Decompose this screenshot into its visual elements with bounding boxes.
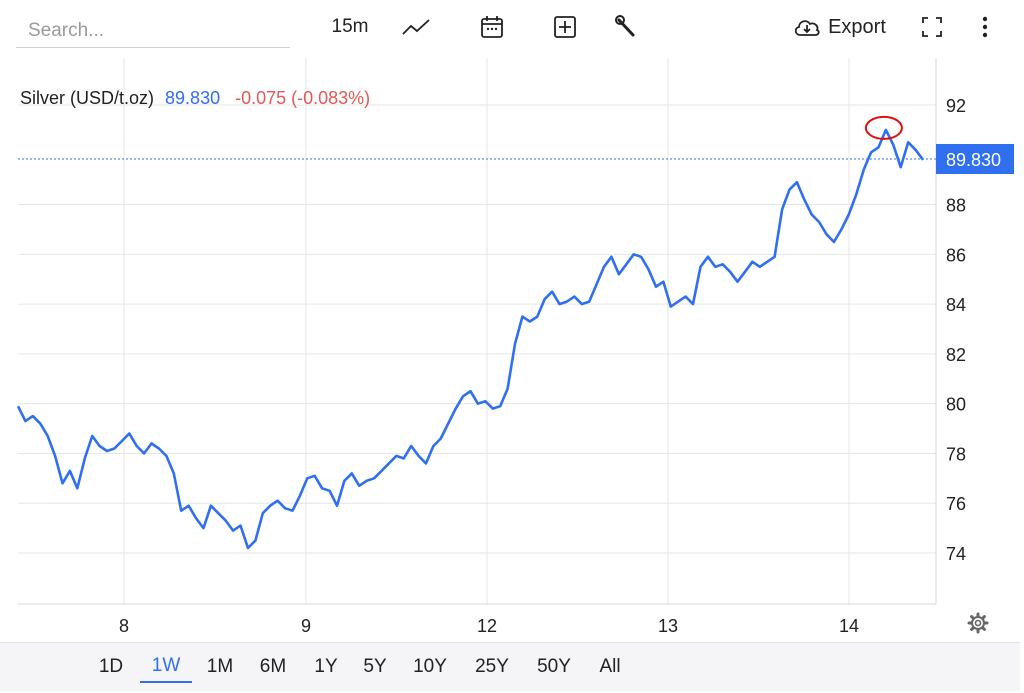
range-button-1y[interactable]: 1Y [314,656,338,677]
range-button-5y[interactable]: 5Y [363,656,387,677]
range-button-50y[interactable]: 50Y [537,656,571,677]
y-tick-label: 92 [946,96,966,116]
y-tick-label: 88 [946,196,966,216]
y-tick-label: 76 [946,494,966,514]
price-label: 89.830 [946,150,1001,170]
legend-change: -0.075 (-0.083%) [235,88,370,108]
y-tick-label: 78 [946,444,966,464]
range-selector: 1D 1W 1M 6M 1Y 5Y 10Y 25Y 50Y All [0,642,1020,691]
y-tick-label: 84 [946,295,966,315]
x-tick-label: 13 [658,616,678,636]
price-chart[interactable]: 74 76 78 80 82 84 86 88 92 8 9 12 13 14 89.830 Silve… [0,54,1024,642]
chart-area[interactable]: 74 76 78 80 82 84 86 88 92 8 9 12 13 14 89.830 Silve… [0,54,1024,642]
y-tick-label: 80 [946,395,966,415]
range-button-1m[interactable]: 1M [206,656,234,677]
wrench-icon[interactable] [610,10,642,44]
range-button-6m[interactable]: 6M [259,656,287,677]
range-button-10y[interactable]: 10Y [413,656,447,677]
interval-button[interactable]: 15m [331,16,369,37]
legend-price: 89.830 [165,88,220,108]
calendar-icon[interactable] [476,10,508,44]
toolbar: 15m Export [0,0,1024,54]
cloud-download-icon [794,20,820,36]
x-tick-label: 12 [477,616,497,636]
range-button-25y[interactable]: 25Y [475,656,509,677]
y-tick-label: 82 [946,345,966,365]
line-chart-icon[interactable] [400,10,432,44]
search-input[interactable] [16,14,290,48]
range-button-1w[interactable]: 1W [140,651,192,683]
legend: Silver (USD/t.oz) 89.830 -0.075 (-0.083%… [20,88,370,108]
settings-icon[interactable] [967,612,989,634]
fullscreen-icon[interactable] [916,10,948,44]
x-tick-label: 14 [839,616,859,636]
range-button-all[interactable]: All [599,656,621,677]
x-tick-label: 8 [119,616,129,636]
range-button-1d[interactable]: 1D [98,656,124,677]
plus-box-icon[interactable] [548,10,582,44]
price-label-box [936,144,1014,175]
export-label: Export [828,15,886,38]
x-tick-label: 9 [301,616,311,636]
annotation-circle [864,115,903,140]
more-vertical-icon[interactable] [970,10,1000,44]
y-tick-label: 86 [946,245,966,265]
y-tick-label: 74 [946,544,966,564]
series-line [16,128,925,550]
legend-name: Silver (USD/t.oz) [20,88,154,108]
export-button[interactable]: Export [788,10,890,44]
